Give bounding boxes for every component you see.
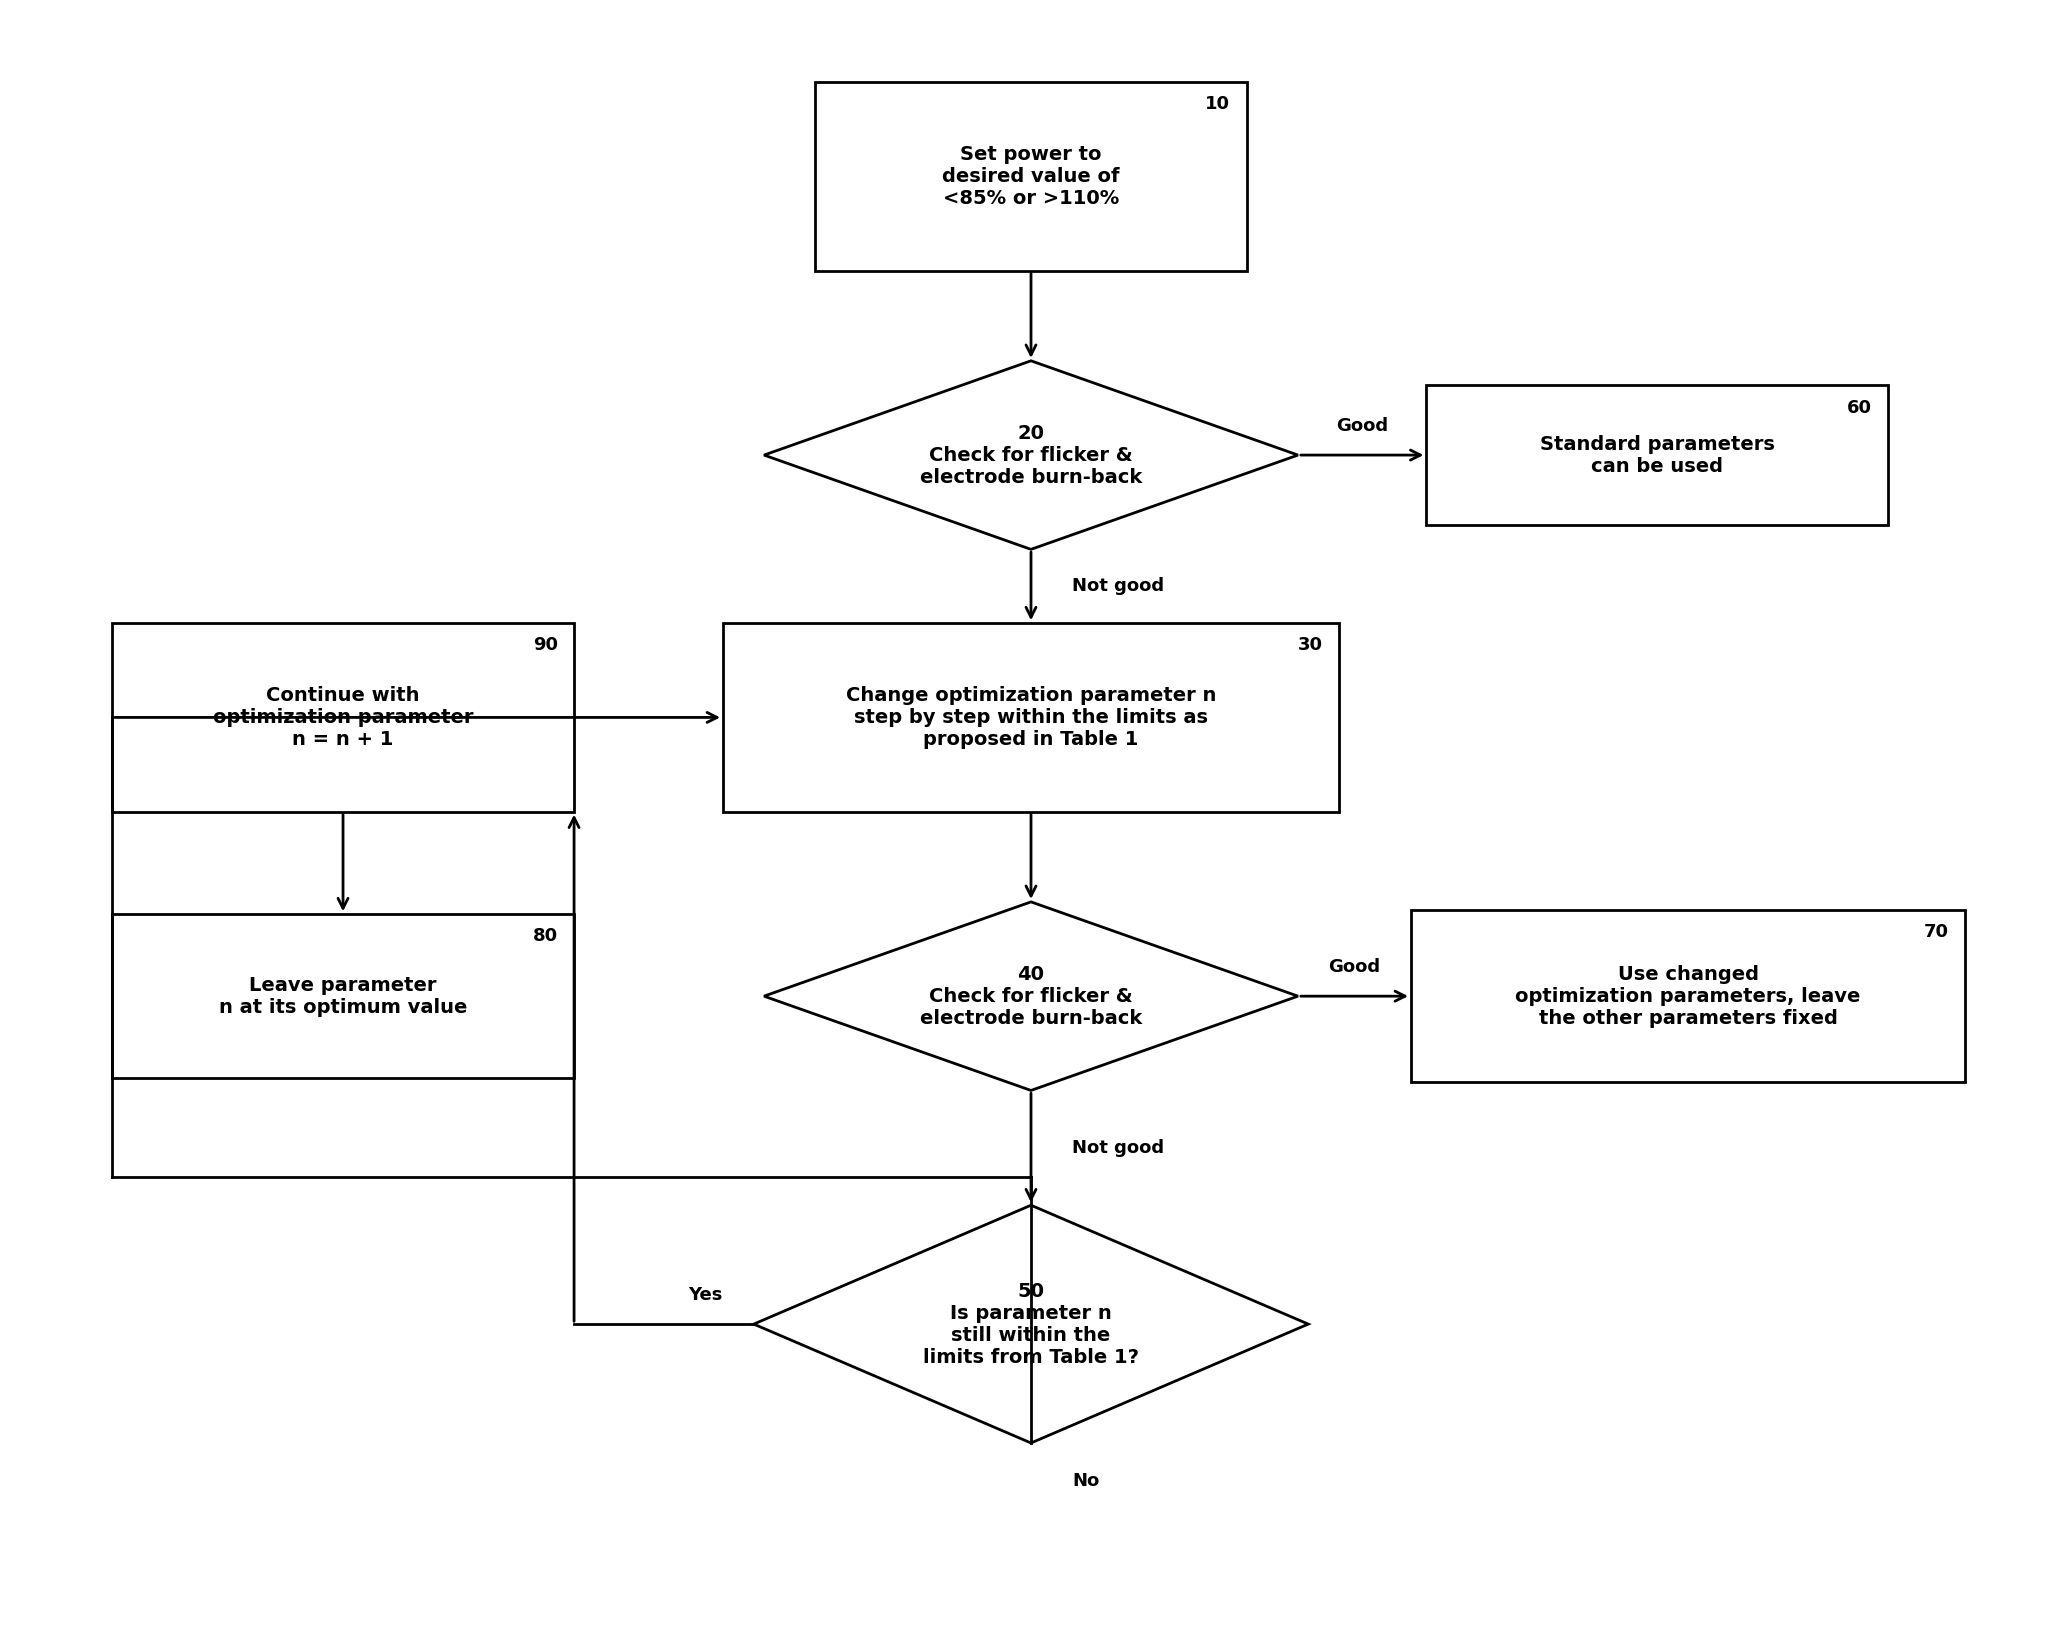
Text: 90: 90 bbox=[532, 636, 557, 654]
Text: 50
Is parameter n
still within the
limits from Table 1?: 50 Is parameter n still within the limit… bbox=[924, 1282, 1138, 1366]
Text: Not good: Not good bbox=[1072, 577, 1165, 595]
Text: 40
Check for flicker &
electrode burn-back: 40 Check for flicker & electrode burn-ba… bbox=[920, 964, 1142, 1028]
Text: Yes: Yes bbox=[689, 1287, 724, 1305]
Text: Not good: Not good bbox=[1072, 1139, 1165, 1157]
Text: 70: 70 bbox=[1924, 923, 1949, 941]
Text: 60: 60 bbox=[1848, 399, 1872, 417]
Text: 80: 80 bbox=[532, 928, 557, 946]
Text: Good: Good bbox=[1328, 959, 1382, 977]
FancyBboxPatch shape bbox=[724, 623, 1338, 812]
Polygon shape bbox=[765, 361, 1297, 549]
Text: 10: 10 bbox=[1204, 96, 1231, 114]
Polygon shape bbox=[765, 901, 1297, 1091]
Text: Set power to
desired value of
<85% or >110%: Set power to desired value of <85% or >1… bbox=[942, 145, 1120, 208]
Text: Change optimization parameter n
step by step within the limits as
proposed in Ta: Change optimization parameter n step by … bbox=[845, 686, 1217, 748]
Polygon shape bbox=[755, 1205, 1307, 1444]
Text: Good: Good bbox=[1336, 417, 1388, 435]
FancyBboxPatch shape bbox=[111, 915, 573, 1078]
Text: 20
Check for flicker &
electrode burn-back: 20 Check for flicker & electrode burn-ba… bbox=[920, 424, 1142, 486]
Text: 30: 30 bbox=[1297, 636, 1322, 654]
Text: Continue with
optimization parameter
n = n + 1: Continue with optimization parameter n =… bbox=[212, 686, 474, 748]
Text: Standard parameters
can be used: Standard parameters can be used bbox=[1540, 435, 1775, 476]
Text: Leave parameter
n at its optimum value: Leave parameter n at its optimum value bbox=[219, 976, 468, 1017]
FancyBboxPatch shape bbox=[111, 623, 573, 812]
FancyBboxPatch shape bbox=[1410, 910, 1965, 1083]
Text: Use changed
optimization parameters, leave
the other parameters fixed: Use changed optimization parameters, lea… bbox=[1516, 964, 1860, 1028]
FancyBboxPatch shape bbox=[814, 82, 1248, 270]
FancyBboxPatch shape bbox=[1427, 386, 1889, 524]
Text: No: No bbox=[1072, 1473, 1099, 1490]
